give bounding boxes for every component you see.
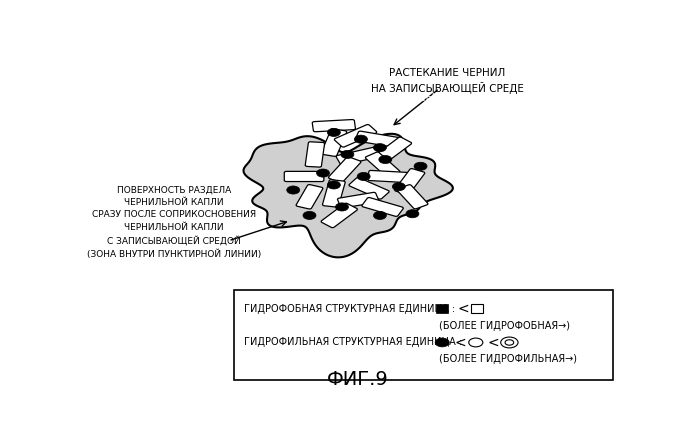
Text: РАСТЕКАНИЕ ЧЕРНИЛ
НА ЗАПИСЫВАЮЩЕЙ СРЕДЕ: РАСТЕКАНИЕ ЧЕРНИЛ НА ЗАПИСЫВАЮЩЕЙ СРЕДЕ — [371, 68, 524, 94]
FancyBboxPatch shape — [312, 120, 355, 132]
Circle shape — [373, 143, 387, 152]
FancyBboxPatch shape — [362, 198, 403, 216]
Circle shape — [379, 155, 392, 164]
Circle shape — [505, 340, 514, 345]
FancyBboxPatch shape — [366, 152, 400, 177]
FancyBboxPatch shape — [305, 142, 324, 167]
FancyBboxPatch shape — [338, 192, 379, 208]
Circle shape — [406, 210, 419, 218]
FancyBboxPatch shape — [284, 172, 324, 182]
Text: РАСТЕКАНИЕ ЧЕРНИЛ: РАСТЕКАНИЕ ЧЕРНИЛ — [389, 69, 506, 79]
Text: ГИДРОФИЛЬНАЯ СТРУКТУРНАЯ ЕДИНИЦА :: ГИДРОФИЛЬНАЯ СТРУКТУРНАЯ ЕДИНИЦА : — [245, 337, 463, 348]
Circle shape — [373, 211, 387, 220]
Text: ФИГ.9: ФИГ.9 — [327, 370, 389, 389]
Text: <: < — [488, 335, 499, 349]
Circle shape — [327, 128, 340, 136]
FancyBboxPatch shape — [355, 131, 399, 147]
Text: НА ЗАПИСЫВАЮЩЕЙ СРЕДЕ: НА ЗАПИСЫВАЮЩЕЙ СРЕДЕ — [371, 91, 524, 103]
FancyBboxPatch shape — [368, 170, 408, 183]
Text: ПОВЕРХНОСТЬ РАЗДЕЛА
ЧЕРНИЛЬНОЙ КАПЛИ
СРАЗУ ПОСЛЕ СОПРИКОСНОВЕНИЯ
ЧЕРНИЛЬНОЙ КАПЛ: ПОВЕРХНОСТЬ РАЗДЕЛА ЧЕРНИЛЬНОЙ КАПЛИ СРА… — [87, 185, 261, 259]
FancyBboxPatch shape — [334, 125, 377, 147]
FancyBboxPatch shape — [329, 157, 361, 183]
Text: ГИДРОФОБНАЯ СТРУКТУРНАЯ ЕДИНИЦА :: ГИДРОФОБНАЯ СТРУКТУРНАЯ ЕДИНИЦА : — [245, 304, 456, 314]
Circle shape — [327, 181, 340, 189]
FancyBboxPatch shape — [395, 169, 425, 194]
Circle shape — [414, 162, 427, 170]
FancyBboxPatch shape — [336, 147, 380, 165]
Circle shape — [469, 338, 483, 347]
Text: (БОЛЕЕ ГИДРОФОБНАЯ→): (БОЛЕЕ ГИДРОФОБНАЯ→) — [440, 320, 570, 330]
FancyBboxPatch shape — [397, 185, 428, 209]
Circle shape — [392, 183, 405, 191]
FancyBboxPatch shape — [375, 137, 412, 161]
Circle shape — [500, 337, 518, 348]
FancyBboxPatch shape — [321, 203, 357, 227]
Text: <: < — [457, 301, 469, 315]
Text: (БОЛЕЕ ГИДРОФИЛЬНАЯ→): (БОЛЕЕ ГИДРОФИЛЬНАЯ→) — [440, 354, 577, 364]
Circle shape — [354, 135, 368, 143]
Bar — [233, 290, 613, 380]
FancyBboxPatch shape — [322, 180, 345, 207]
FancyBboxPatch shape — [321, 129, 347, 156]
Bar — [436, 304, 448, 313]
Polygon shape — [243, 134, 453, 257]
Circle shape — [317, 169, 329, 177]
FancyBboxPatch shape — [296, 184, 323, 209]
Circle shape — [336, 203, 349, 211]
Circle shape — [287, 186, 300, 194]
Text: <: < — [454, 335, 466, 349]
Circle shape — [357, 172, 370, 180]
Bar — [471, 304, 484, 313]
Circle shape — [303, 211, 316, 220]
Circle shape — [341, 150, 354, 158]
Circle shape — [435, 338, 449, 347]
FancyBboxPatch shape — [349, 177, 389, 199]
